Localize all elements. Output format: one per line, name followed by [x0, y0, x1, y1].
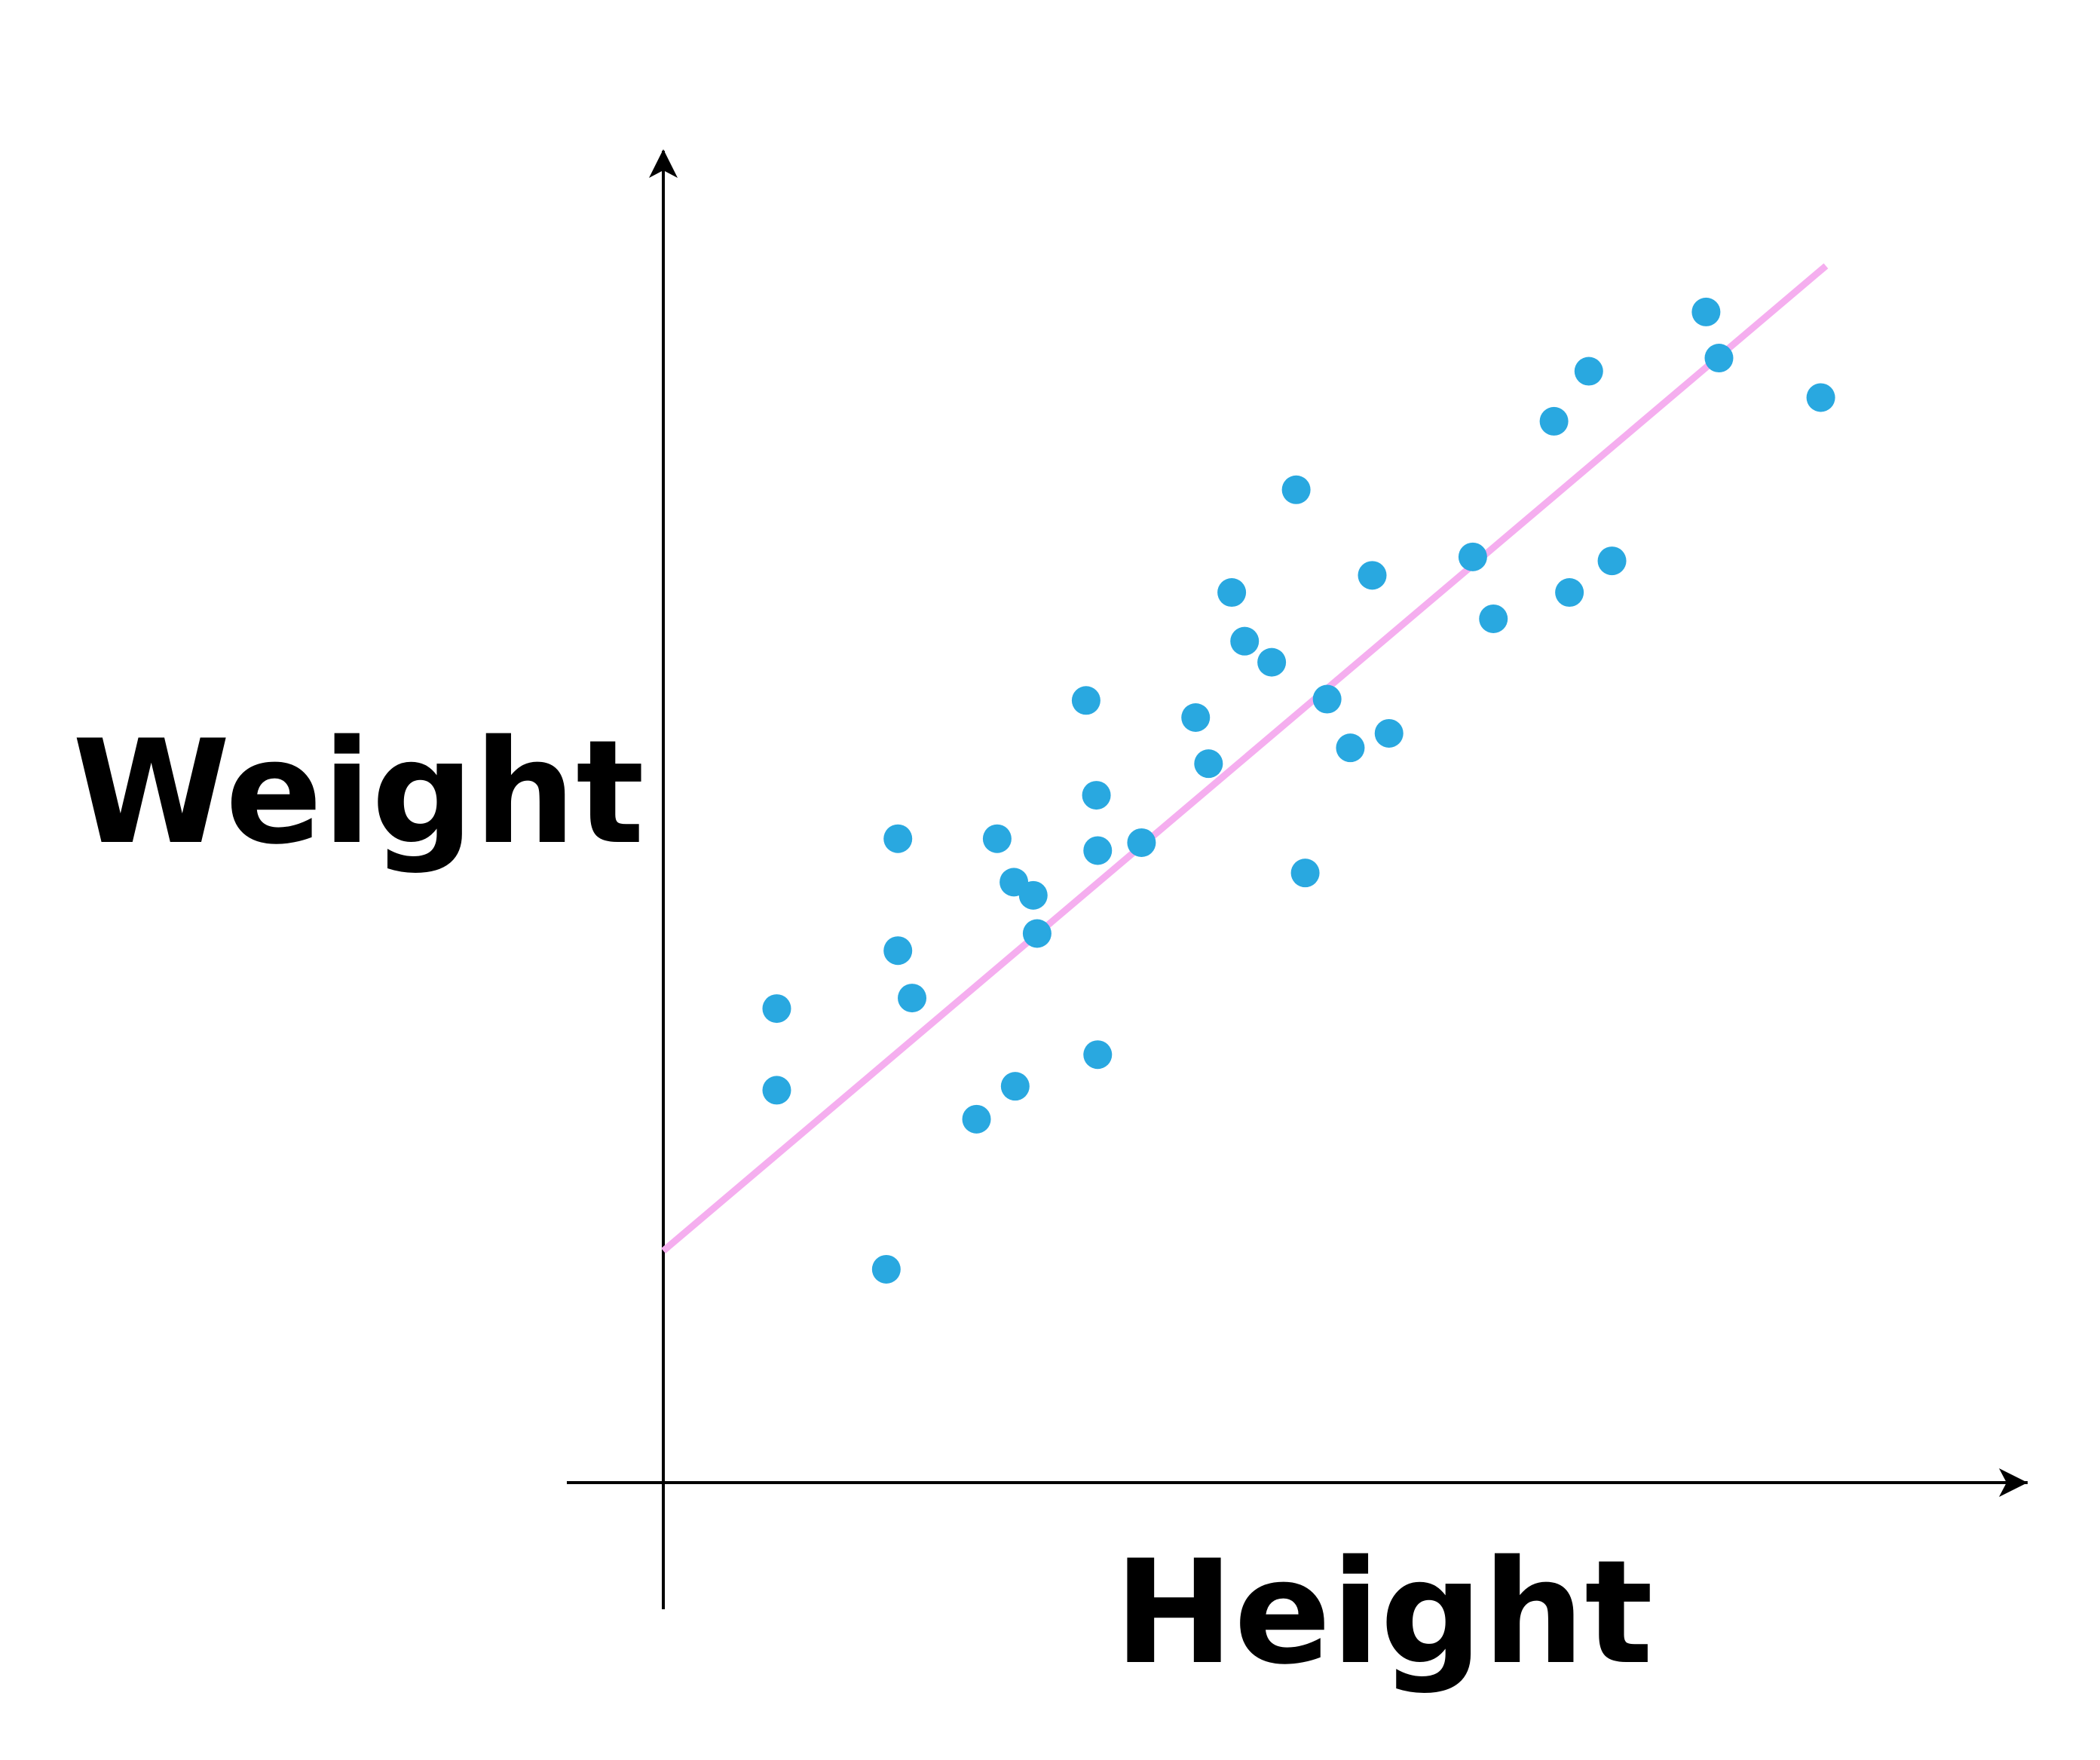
y-axis-arrow-icon: [649, 149, 678, 178]
data-point-13: [1071, 686, 1101, 715]
data-point-10: [1000, 1072, 1030, 1101]
data-point-23: [1281, 475, 1311, 504]
data-point-36: [1704, 344, 1734, 373]
trend-line: [661, 263, 1829, 1253]
data-point-19: [1194, 749, 1223, 779]
x-axis-arrow-icon: [1999, 1468, 2028, 1497]
data-point-29: [1458, 542, 1487, 571]
data-point-33: [1574, 357, 1603, 386]
data-point-7: [962, 1104, 991, 1134]
data-point-30: [1479, 604, 1508, 633]
data-point-12: [1022, 919, 1052, 948]
data-point-4: [883, 824, 913, 853]
data-point-35: [1691, 297, 1721, 326]
y-axis-label: Weight: [72, 709, 644, 876]
data-point-18: [1181, 702, 1211, 732]
data-point-34: [1597, 546, 1627, 576]
data-point-37: [1806, 383, 1835, 412]
data-point-11: [1018, 880, 1048, 910]
data-point-20: [1217, 578, 1247, 608]
data-point-22: [1257, 647, 1287, 677]
data-point-15: [1083, 836, 1113, 865]
data-point-2: [762, 1076, 791, 1105]
data-point-27: [1358, 561, 1387, 590]
data-point-24: [1290, 859, 1320, 888]
x-axis-label: Height: [1114, 1529, 1653, 1696]
data-point-25: [1312, 684, 1342, 714]
data-point-17: [1127, 828, 1156, 857]
data-point-1: [762, 994, 791, 1024]
data-point-21: [1230, 626, 1260, 656]
data-point-26: [1336, 733, 1365, 763]
data-point-28: [1374, 718, 1404, 748]
data-point-14: [1082, 781, 1111, 810]
data-point-31: [1539, 406, 1569, 436]
data-point-32: [1555, 578, 1584, 608]
data-point-6: [898, 984, 927, 1013]
data-point-3: [871, 1254, 901, 1284]
data-point-16: [1083, 1040, 1113, 1070]
data-point-5: [883, 936, 913, 966]
data-point-8: [982, 824, 1012, 853]
